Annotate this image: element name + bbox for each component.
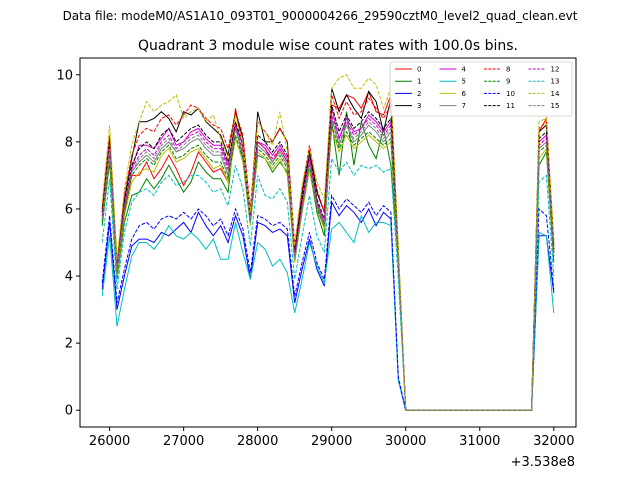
- legend-label: 5: [462, 78, 466, 86]
- legend-entry-15: 15: [528, 102, 560, 110]
- legend-label: 0: [417, 66, 421, 74]
- legend-entry-10: 10: [484, 90, 515, 98]
- legend-entry-4: 4: [439, 66, 467, 74]
- y-tick-label: 6: [65, 202, 73, 217]
- y-tick-label: 10: [56, 68, 73, 83]
- legend-label: 14: [551, 90, 560, 98]
- legend-entry-2: 2: [395, 90, 421, 98]
- legend-entry-14: 14: [528, 90, 560, 98]
- legend-label: 11: [506, 102, 515, 110]
- legend-entry-1: 1: [395, 78, 421, 86]
- legend-label: 9: [506, 78, 510, 86]
- chart-suptitle: Data file: modeM0/AS1A10_093T01_90000042…: [63, 9, 578, 23]
- y-tick-label: 4: [65, 270, 73, 285]
- legend-label: 7: [462, 102, 466, 110]
- legend-box: [389, 61, 573, 117]
- x-tick-label: 31000: [459, 434, 500, 449]
- legend-label: 13: [551, 78, 560, 86]
- x-tick-label: 26000: [89, 434, 130, 449]
- plot-frame: [79, 57, 577, 428]
- legend-entry-12: 12: [528, 66, 560, 74]
- y-tick-label: 0: [65, 404, 73, 419]
- legend-entry-6: 6: [439, 90, 467, 98]
- legend-label: 3: [417, 102, 421, 110]
- legend-entry-11: 11: [484, 102, 515, 110]
- x-tick-label: 30000: [385, 434, 426, 449]
- legend-label: 10: [506, 90, 515, 98]
- legend-label: 4: [462, 66, 467, 74]
- series-layer: [101, 74, 555, 411]
- legend-entry-0: 0: [395, 66, 421, 74]
- legend-entry-13: 13: [528, 78, 560, 86]
- legend-label: 8: [506, 66, 510, 74]
- x-tick-label: 28000: [237, 434, 278, 449]
- y-tick-label: 2: [65, 337, 73, 352]
- legend-label: 6: [462, 90, 467, 98]
- x-offset-label: +3.538e8: [511, 455, 575, 470]
- x-tick-label: 32000: [533, 434, 574, 449]
- y-tick-label: 8: [65, 135, 73, 150]
- x-axis: 26000 27000 28000 29000 30000 31000 32000: [89, 427, 574, 449]
- legend-label: 2: [417, 90, 421, 98]
- legend-entry-8: 8: [484, 66, 510, 74]
- chart-title: Quadrant 3 module wise count rates with …: [138, 38, 518, 54]
- legend-label: 15: [551, 102, 560, 110]
- legend-entry-9: 9: [484, 78, 510, 86]
- legend-label: 12: [551, 66, 560, 74]
- legend-entry-3: 3: [395, 102, 421, 110]
- legend-entry-7: 7: [439, 102, 466, 110]
- x-tick-label: 27000: [163, 434, 204, 449]
- series-line-11: [101, 104, 555, 411]
- x-tick-label: 29000: [311, 434, 352, 449]
- legend-entry-5: 5: [439, 78, 466, 86]
- y-axis: 0 2 4 6 8 10: [56, 68, 80, 419]
- legend-label: 1: [417, 78, 421, 86]
- series-line-15: [101, 118, 555, 411]
